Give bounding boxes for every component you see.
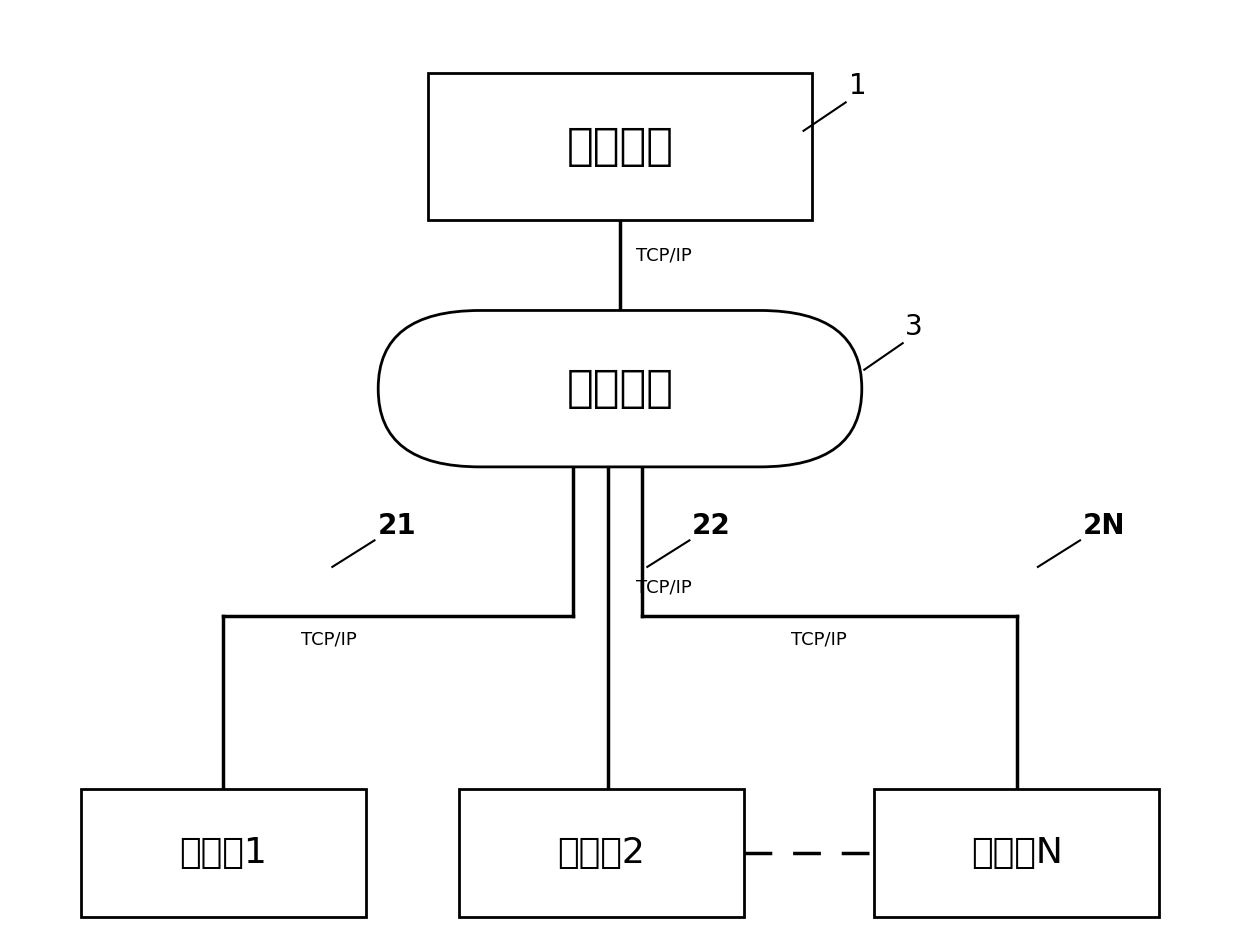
Text: 监测站2: 监测站2 bbox=[558, 836, 645, 870]
FancyBboxPatch shape bbox=[81, 789, 366, 918]
Text: TCP/IP: TCP/IP bbox=[636, 247, 692, 264]
Text: TCP/IP: TCP/IP bbox=[636, 579, 692, 596]
Text: 监测中心: 监测中心 bbox=[567, 125, 673, 169]
Text: 1: 1 bbox=[849, 71, 867, 100]
FancyBboxPatch shape bbox=[459, 789, 744, 918]
FancyBboxPatch shape bbox=[428, 74, 812, 221]
Text: TCP/IP: TCP/IP bbox=[791, 631, 846, 648]
FancyBboxPatch shape bbox=[874, 789, 1159, 918]
Text: 监测站N: 监测站N bbox=[971, 836, 1063, 870]
Text: 21: 21 bbox=[378, 512, 417, 540]
Text: 22: 22 bbox=[692, 512, 730, 540]
Text: 2N: 2N bbox=[1083, 512, 1125, 540]
Text: 通信网络: 通信网络 bbox=[567, 367, 673, 410]
Text: 3: 3 bbox=[905, 313, 923, 341]
FancyBboxPatch shape bbox=[378, 311, 862, 467]
Text: 监测站1: 监测站1 bbox=[180, 836, 267, 870]
Text: TCP/IP: TCP/IP bbox=[301, 631, 356, 648]
